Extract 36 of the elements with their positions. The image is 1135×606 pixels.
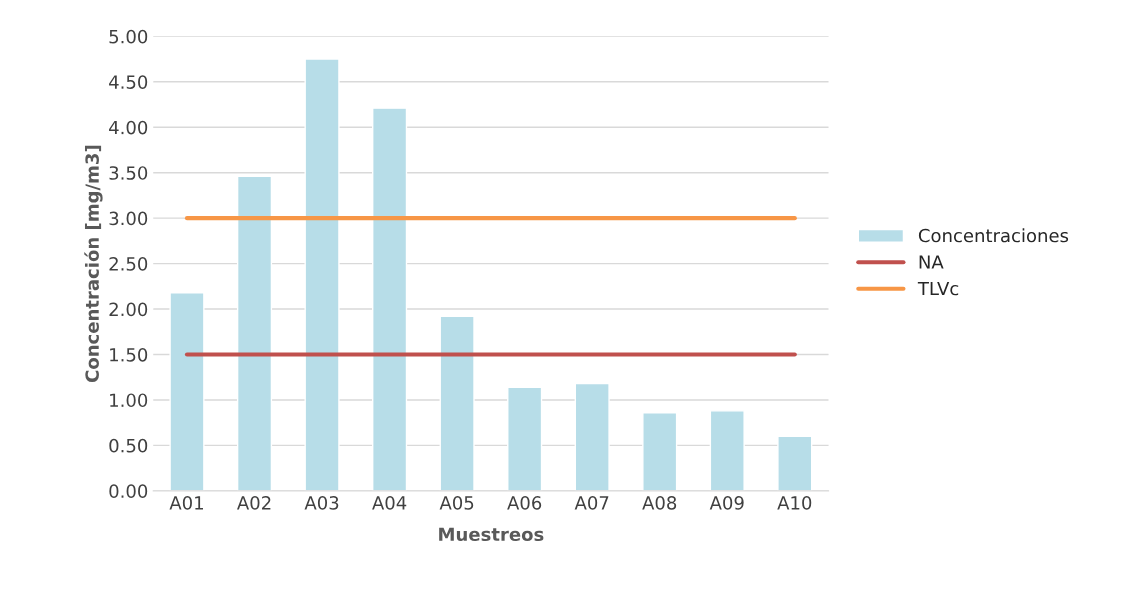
- y-tick-label: 2.00: [109, 302, 148, 317]
- x-tick-label: A08: [642, 496, 677, 510]
- x-tick-label: A05: [439, 496, 474, 510]
- bar: [169, 292, 205, 491]
- bar: [507, 386, 543, 491]
- legend-label: NA: [919, 255, 944, 269]
- y-tick-label: 3.00: [109, 211, 148, 226]
- x-tick-label: A09: [709, 496, 744, 510]
- x-tick-label: A02: [237, 496, 271, 510]
- x-tick-label: A06: [507, 496, 542, 510]
- x-tick-label: A10: [777, 496, 812, 510]
- bar: [709, 410, 745, 491]
- y-tick-label: 4.50: [109, 75, 148, 89]
- bar: [574, 382, 610, 491]
- y-tick-label: 1.00: [110, 393, 148, 408]
- x-axis-title: Muestreos: [439, 527, 544, 542]
- bar: [439, 315, 475, 491]
- y-tick-label: 3.50: [109, 166, 148, 180]
- bar: [236, 175, 273, 491]
- x-tick-label: A01: [169, 496, 203, 510]
- y-tick-label: 0.00: [109, 484, 148, 498]
- x-tick-label: A04: [372, 496, 407, 510]
- y-tick-label: 1.50: [110, 347, 148, 362]
- legend-label: TLVc: [917, 281, 959, 296]
- bar: [642, 411, 678, 491]
- y-tick-label: 4.00: [109, 120, 148, 135]
- x-tick-label: A03: [304, 496, 339, 510]
- y-tick-label: 2.50: [109, 257, 148, 271]
- bar: [777, 435, 813, 491]
- legend-label: Concentraciones: [918, 228, 1069, 243]
- bar: [372, 107, 408, 491]
- y-axis-title: Concentración [mg/m3]: [84, 145, 103, 383]
- x-tick-label: A07: [574, 496, 609, 510]
- bar: [304, 58, 340, 491]
- y-tick-label: 5.00: [109, 29, 148, 44]
- y-tick-label: 0.50: [109, 438, 148, 453]
